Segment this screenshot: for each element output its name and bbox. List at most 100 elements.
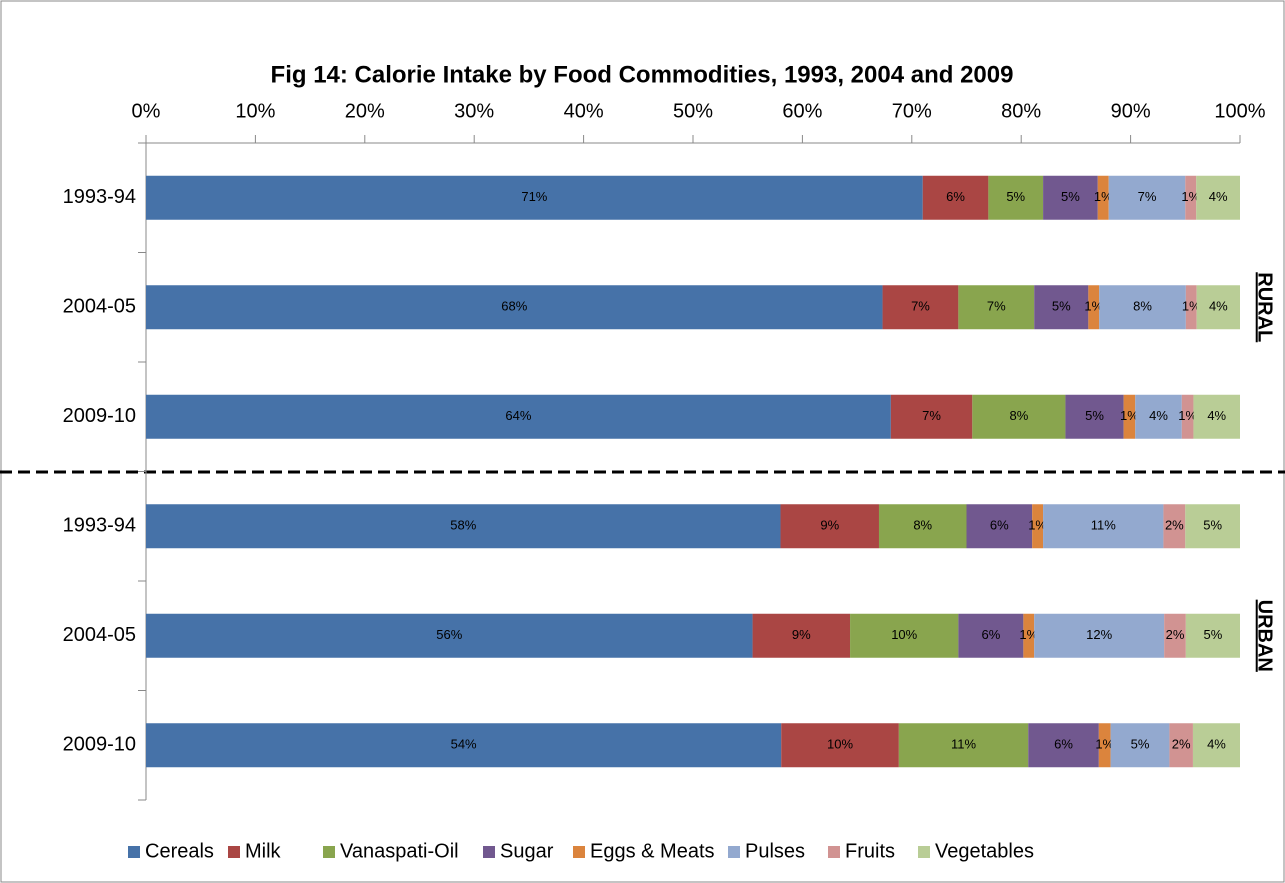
x-tick-label: 70% — [892, 100, 932, 122]
bar-segment — [988, 175, 1044, 220]
data-label: 9% — [792, 627, 811, 642]
bar-segment — [972, 394, 1066, 439]
data-label: 5% — [1203, 518, 1222, 533]
legend-label: Pulses — [745, 840, 805, 862]
data-label: 6% — [946, 189, 965, 204]
bar-segment — [1196, 175, 1240, 220]
legend-label: Fruits — [845, 840, 895, 862]
bar-segment — [966, 504, 1033, 549]
y-tick-label: 2004-05 — [63, 624, 136, 646]
bar-segment — [958, 285, 1035, 330]
legend-label: Eggs & Meats — [590, 840, 715, 862]
y-tick-label: 2009-10 — [63, 405, 136, 427]
bar-segment — [1185, 175, 1197, 220]
data-label: 56% — [436, 627, 462, 642]
bar-segment — [1088, 285, 1100, 330]
data-label: 1% — [1084, 299, 1103, 314]
bar-segment — [922, 175, 989, 220]
bar-segment — [1034, 285, 1089, 330]
data-label: 11% — [951, 737, 976, 752]
legend-swatch — [728, 846, 740, 858]
legend-swatch — [128, 846, 140, 858]
data-label: 1% — [1028, 518, 1047, 533]
data-label: 6% — [1054, 737, 1073, 752]
bar-segment — [1097, 175, 1109, 220]
bar-segment — [898, 723, 1029, 768]
bar-segment — [878, 504, 967, 549]
bar-segment — [1032, 504, 1044, 549]
y-tick-label: 2004-05 — [63, 296, 136, 318]
data-label: 5% — [1052, 299, 1071, 314]
data-label: 4% — [1209, 189, 1228, 204]
data-label: 7% — [987, 299, 1006, 314]
bar-segment — [1043, 504, 1164, 549]
data-label: 8% — [1133, 299, 1152, 314]
bar-segment — [1065, 394, 1124, 439]
legend-swatch — [573, 846, 585, 858]
y-tick-label: 2009-10 — [63, 734, 136, 756]
bar-segment — [1023, 613, 1035, 658]
x-tick-label: 30% — [454, 100, 494, 122]
y-tick-label: 1993-94 — [63, 186, 136, 208]
bar-segment — [1098, 723, 1111, 768]
x-tick-label: 100% — [1214, 100, 1265, 122]
bar-segment — [781, 723, 899, 768]
bar-segment — [1196, 285, 1240, 330]
x-tick-label: 90% — [1111, 100, 1151, 122]
bar-segment — [958, 613, 1024, 658]
bar-segment — [1099, 285, 1186, 330]
bar-segment — [1192, 723, 1240, 768]
legend-label: Cereals — [145, 840, 214, 862]
chart-title: Fig 14: Calorie Intake by Food Commoditi… — [271, 61, 1014, 88]
bar-segment — [146, 504, 781, 549]
bar-segment — [752, 613, 851, 658]
group-label: RURAL — [1254, 272, 1276, 342]
x-tick-label: 10% — [235, 100, 275, 122]
x-tick-label: 60% — [782, 100, 822, 122]
legend-label: Sugar — [500, 840, 554, 862]
bar-segment — [146, 175, 923, 220]
data-label: 5% — [1085, 408, 1104, 423]
x-tick-label: 40% — [564, 100, 604, 122]
bar-segment — [850, 613, 959, 658]
group-label: URBAN — [1254, 600, 1276, 672]
data-label: 4% — [1149, 408, 1168, 423]
data-label: 68% — [501, 299, 527, 314]
bar-segment — [1163, 504, 1186, 549]
data-label: 1% — [1181, 189, 1200, 204]
bar-segment — [146, 613, 753, 658]
x-tick-label: 20% — [345, 100, 385, 122]
data-label: 71% — [521, 189, 547, 204]
bar-segment — [882, 285, 959, 330]
data-label: 9% — [820, 518, 839, 533]
legend-swatch — [323, 846, 335, 858]
data-label: 2% — [1165, 518, 1184, 533]
bar-segment — [1043, 175, 1098, 220]
y-tick-label: 1993-94 — [63, 515, 136, 537]
data-label: 54% — [451, 737, 477, 752]
legend-swatch — [483, 846, 495, 858]
data-label: 64% — [505, 408, 531, 423]
bar-segment — [780, 504, 879, 549]
legend-swatch — [918, 846, 930, 858]
bar-segment — [1110, 723, 1170, 768]
data-label: 5% — [1204, 627, 1223, 642]
data-label: 2% — [1172, 737, 1191, 752]
data-label: 10% — [891, 627, 917, 642]
data-label: 1% — [1182, 299, 1201, 314]
bar-segment — [1185, 613, 1240, 658]
data-label: 4% — [1209, 299, 1228, 314]
data-label: 7% — [922, 408, 941, 423]
bar-segment — [1108, 175, 1186, 220]
data-label: 1% — [1120, 408, 1139, 423]
data-label: 8% — [1009, 408, 1028, 423]
x-tick-label: 0% — [132, 100, 161, 122]
x-tick-label: 50% — [673, 100, 713, 122]
data-label: 6% — [990, 518, 1009, 533]
legend-label: Vanaspati-Oil — [340, 840, 459, 862]
bar-segment — [1164, 613, 1186, 658]
data-label: 10% — [827, 737, 853, 752]
bar-segment — [1185, 285, 1197, 330]
data-label: 2% — [1166, 627, 1185, 642]
